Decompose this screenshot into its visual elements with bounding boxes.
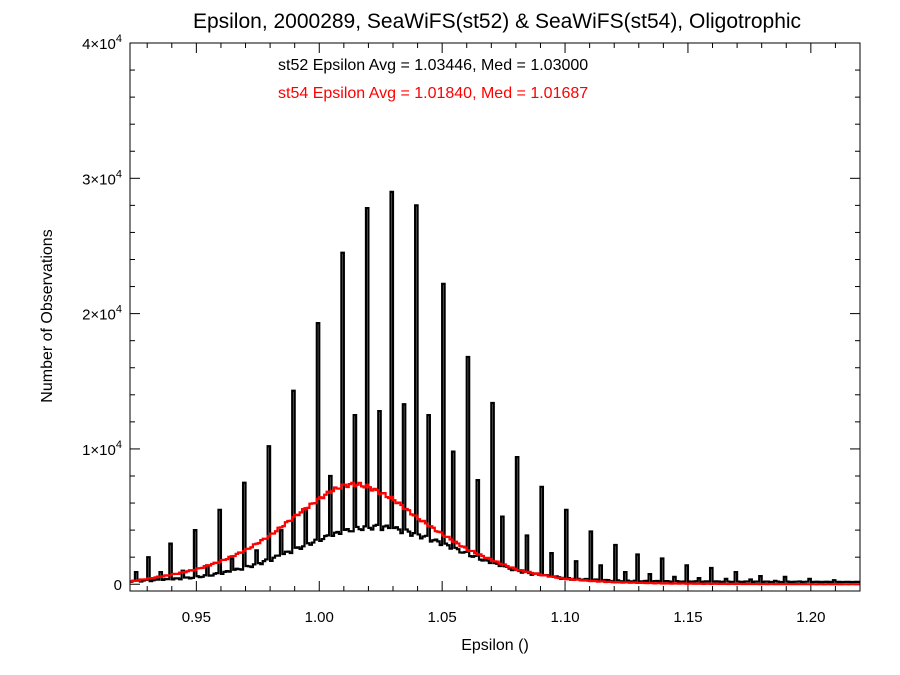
- y-tick-label: 0: [114, 577, 122, 594]
- annotation-st54: st54 Epsilon Avg = 1.01840, Med = 1.0168…: [278, 85, 588, 102]
- chart-title: Epsilon, 2000289, SeaWiFS(st52) & SeaWiF…: [193, 10, 801, 33]
- y-tick-label: 2×104: [82, 304, 122, 324]
- x-tick-label: 1.15: [673, 609, 702, 626]
- plot-frame: [129, 42, 861, 592]
- x-tick-label: 1.00: [305, 609, 334, 626]
- x-tick-label: 1.20: [796, 609, 825, 626]
- x-tick-label: 1.10: [550, 609, 579, 626]
- y-tick-label: 3×104: [82, 168, 122, 188]
- y-axis-label: Number of Observations: [39, 229, 56, 402]
- x-tick-label: 1.05: [428, 609, 457, 626]
- x-tick-label: 0.95: [182, 609, 211, 626]
- series-st54-histogram: [130, 481, 860, 586]
- y-tick-label: 4×104: [82, 33, 122, 53]
- annotation-st52: st52 Epsilon Avg = 1.03446, Med = 1.0300…: [278, 57, 588, 74]
- series-st52-histogram: [130, 190, 860, 584]
- y-tick-label: 1×104: [82, 439, 122, 459]
- x-axis-label: Epsilon (): [461, 637, 529, 654]
